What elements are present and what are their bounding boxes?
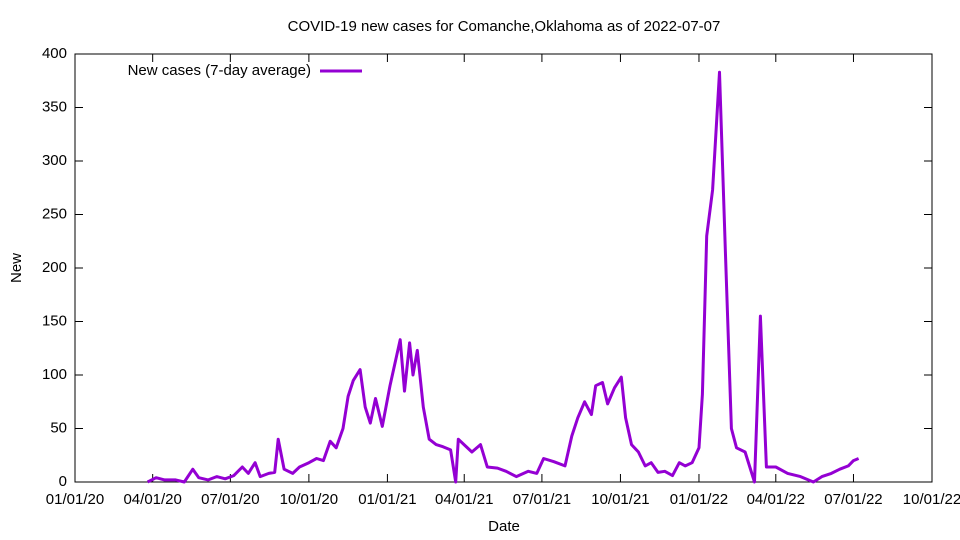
x-tick-label: 04/01/20 [123,491,181,508]
x-tick-label: 07/01/21 [513,491,571,508]
legend-label: New cases (7-day average) [128,62,311,79]
x-tick-label: 10/01/22 [903,491,960,508]
y-tick-label: 400 [42,45,67,62]
x-tick-label: 01/01/22 [670,491,728,508]
y-axis-label: New [8,253,25,283]
y-tick-label: 150 [42,312,67,329]
y-tick-label: 200 [42,259,67,276]
x-tick-label: 07/01/20 [201,491,259,508]
x-tick-label: 07/01/22 [824,491,882,508]
y-tick-label: 0 [59,473,67,490]
data-line [146,70,860,484]
x-tick-label: 10/01/20 [280,491,338,508]
y-tick-label: 50 [50,419,67,436]
chart-title: COVID-19 new cases for Comanche,Oklahoma… [288,18,721,35]
plot-frame [74,53,933,483]
x-tick-label: 04/01/22 [747,491,805,508]
x-tick-label: 10/01/21 [591,491,649,508]
y-tick-label: 350 [42,98,67,115]
y-tick-label: 100 [42,366,67,383]
y-tick-label: 250 [42,205,67,222]
x-axis-label: Date [488,518,520,535]
y-tick-label: 300 [42,152,67,169]
x-tick-label: 04/01/21 [435,491,493,508]
x-tick-label: 01/01/20 [46,491,104,508]
x-tick-label: 01/01/21 [358,491,416,508]
